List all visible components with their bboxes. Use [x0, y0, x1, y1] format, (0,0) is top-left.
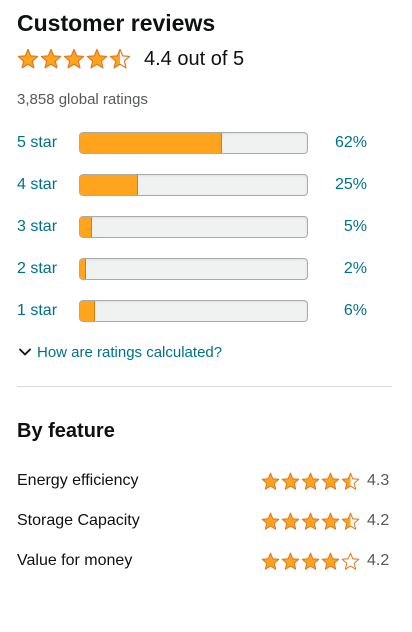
overall-rating-text: 4.4 out of 5 — [144, 47, 245, 70]
overall-rating[interactable]: 4.4 out of 5 — [17, 42, 393, 76]
histogram-row-4[interactable]: 4 star 25% — [17, 164, 393, 206]
star-full-icon — [281, 512, 300, 531]
histogram-fill — [80, 217, 93, 237]
feature-value: 4.2 — [367, 552, 390, 569]
star-full-icon — [301, 512, 320, 531]
feature-row: Storage Capacity 4.2 — [17, 501, 393, 541]
star-full-icon — [261, 472, 280, 491]
feature-stars — [261, 512, 361, 531]
feature-stars — [261, 552, 361, 571]
histogram-row-2[interactable]: 2 star 2% — [17, 248, 393, 290]
histogram-bar[interactable] — [79, 174, 308, 196]
histogram-row-5[interactable]: 5 star 62% — [17, 122, 393, 164]
star-empty-icon — [341, 552, 360, 571]
histogram-bar[interactable] — [79, 132, 308, 154]
histogram-bar[interactable] — [79, 300, 308, 322]
global-ratings-count: 3,858 global ratings — [17, 91, 148, 108]
rating-histogram: 5 star 62% 4 star 25% 3 star 5% 2 star 2… — [17, 122, 393, 332]
section-divider — [17, 386, 392, 387]
feature-stars — [261, 472, 361, 491]
star-full-icon — [321, 472, 340, 491]
histogram-percent[interactable]: 2% — [343, 260, 367, 277]
feature-row: Value for money 4.2 — [17, 541, 393, 581]
star-full-icon — [40, 48, 62, 70]
star-full-icon — [261, 512, 280, 531]
feature-row: Energy efficiency 4.3 — [17, 461, 393, 501]
histogram-label[interactable]: 3 star — [17, 218, 58, 235]
customer-reviews-section: Customer reviews 4.4 out of 5 3,858 glob… — [17, 8, 393, 581]
star-full-icon — [281, 472, 300, 491]
star-half-icon — [341, 472, 360, 491]
histogram-label[interactable]: 1 star — [17, 302, 58, 319]
ratings-calculation-toggle[interactable]: How are ratings calculated? — [17, 340, 393, 364]
histogram-label[interactable]: 4 star — [17, 176, 58, 193]
histogram-label[interactable]: 5 star — [17, 134, 58, 151]
feature-value: 4.3 — [367, 472, 390, 489]
star-full-icon — [281, 552, 300, 571]
feature-ratings: Energy efficiency 4.3 Storage Capacity 4… — [17, 461, 393, 581]
histogram-bar[interactable] — [79, 258, 308, 280]
histogram-percent[interactable]: 5% — [343, 218, 367, 235]
chevron-down-icon — [19, 348, 31, 356]
histogram-fill — [80, 301, 95, 321]
histogram-fill — [80, 259, 86, 279]
histogram-fill — [80, 133, 222, 153]
star-full-icon — [321, 512, 340, 531]
star-full-icon — [301, 472, 320, 491]
histogram-fill — [80, 175, 138, 195]
histogram-label[interactable]: 2 star — [17, 260, 58, 277]
feature-name: Energy efficiency — [17, 472, 139, 489]
histogram-percent[interactable]: 62% — [334, 134, 367, 151]
star-half-icon — [341, 512, 360, 531]
histogram-row-1[interactable]: 1 star 6% — [17, 290, 393, 332]
star-half-icon — [109, 48, 131, 70]
star-full-icon — [301, 552, 320, 571]
star-full-icon — [261, 552, 280, 571]
histogram-row-3[interactable]: 3 star 5% — [17, 206, 393, 248]
histogram-percent[interactable]: 25% — [334, 176, 367, 193]
overall-stars — [17, 48, 132, 70]
feature-name: Storage Capacity — [17, 512, 140, 529]
feature-name: Value for money — [17, 552, 133, 569]
star-full-icon — [321, 552, 340, 571]
histogram-percent[interactable]: 6% — [343, 302, 367, 319]
histogram-bar[interactable] — [79, 216, 308, 238]
star-full-icon — [17, 48, 39, 70]
section-title: Customer reviews — [17, 10, 216, 36]
feature-value: 4.2 — [367, 512, 390, 529]
star-full-icon — [63, 48, 85, 70]
ratings-calculation-link[interactable]: How are ratings calculated? — [37, 343, 223, 361]
by-feature-title: By feature — [17, 420, 115, 442]
star-full-icon — [86, 48, 108, 70]
